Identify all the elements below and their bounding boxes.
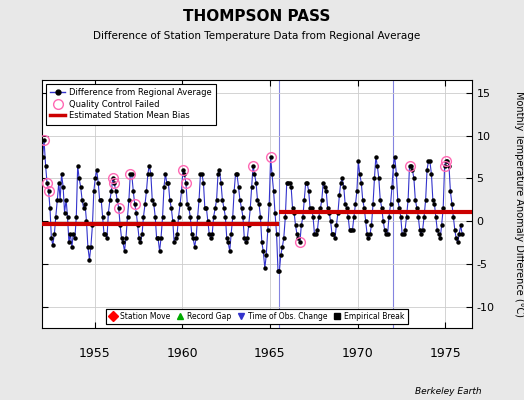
Text: Difference of Station Temperature Data from Regional Average: Difference of Station Temperature Data f… [93,31,420,41]
Legend: Station Move, Record Gap, Time of Obs. Change, Empirical Break: Station Move, Record Gap, Time of Obs. C… [106,309,408,324]
Y-axis label: Monthly Temperature Anomaly Difference (°C): Monthly Temperature Anomaly Difference (… [514,91,524,317]
Text: 1975: 1975 [430,348,461,360]
Text: 1955: 1955 [79,348,111,360]
Text: 1960: 1960 [167,348,198,360]
Text: THOMPSON PASS: THOMPSON PASS [183,10,331,24]
Text: Berkeley Earth: Berkeley Earth [416,387,482,396]
Text: 1965: 1965 [254,348,286,360]
Text: 1970: 1970 [342,348,374,360]
